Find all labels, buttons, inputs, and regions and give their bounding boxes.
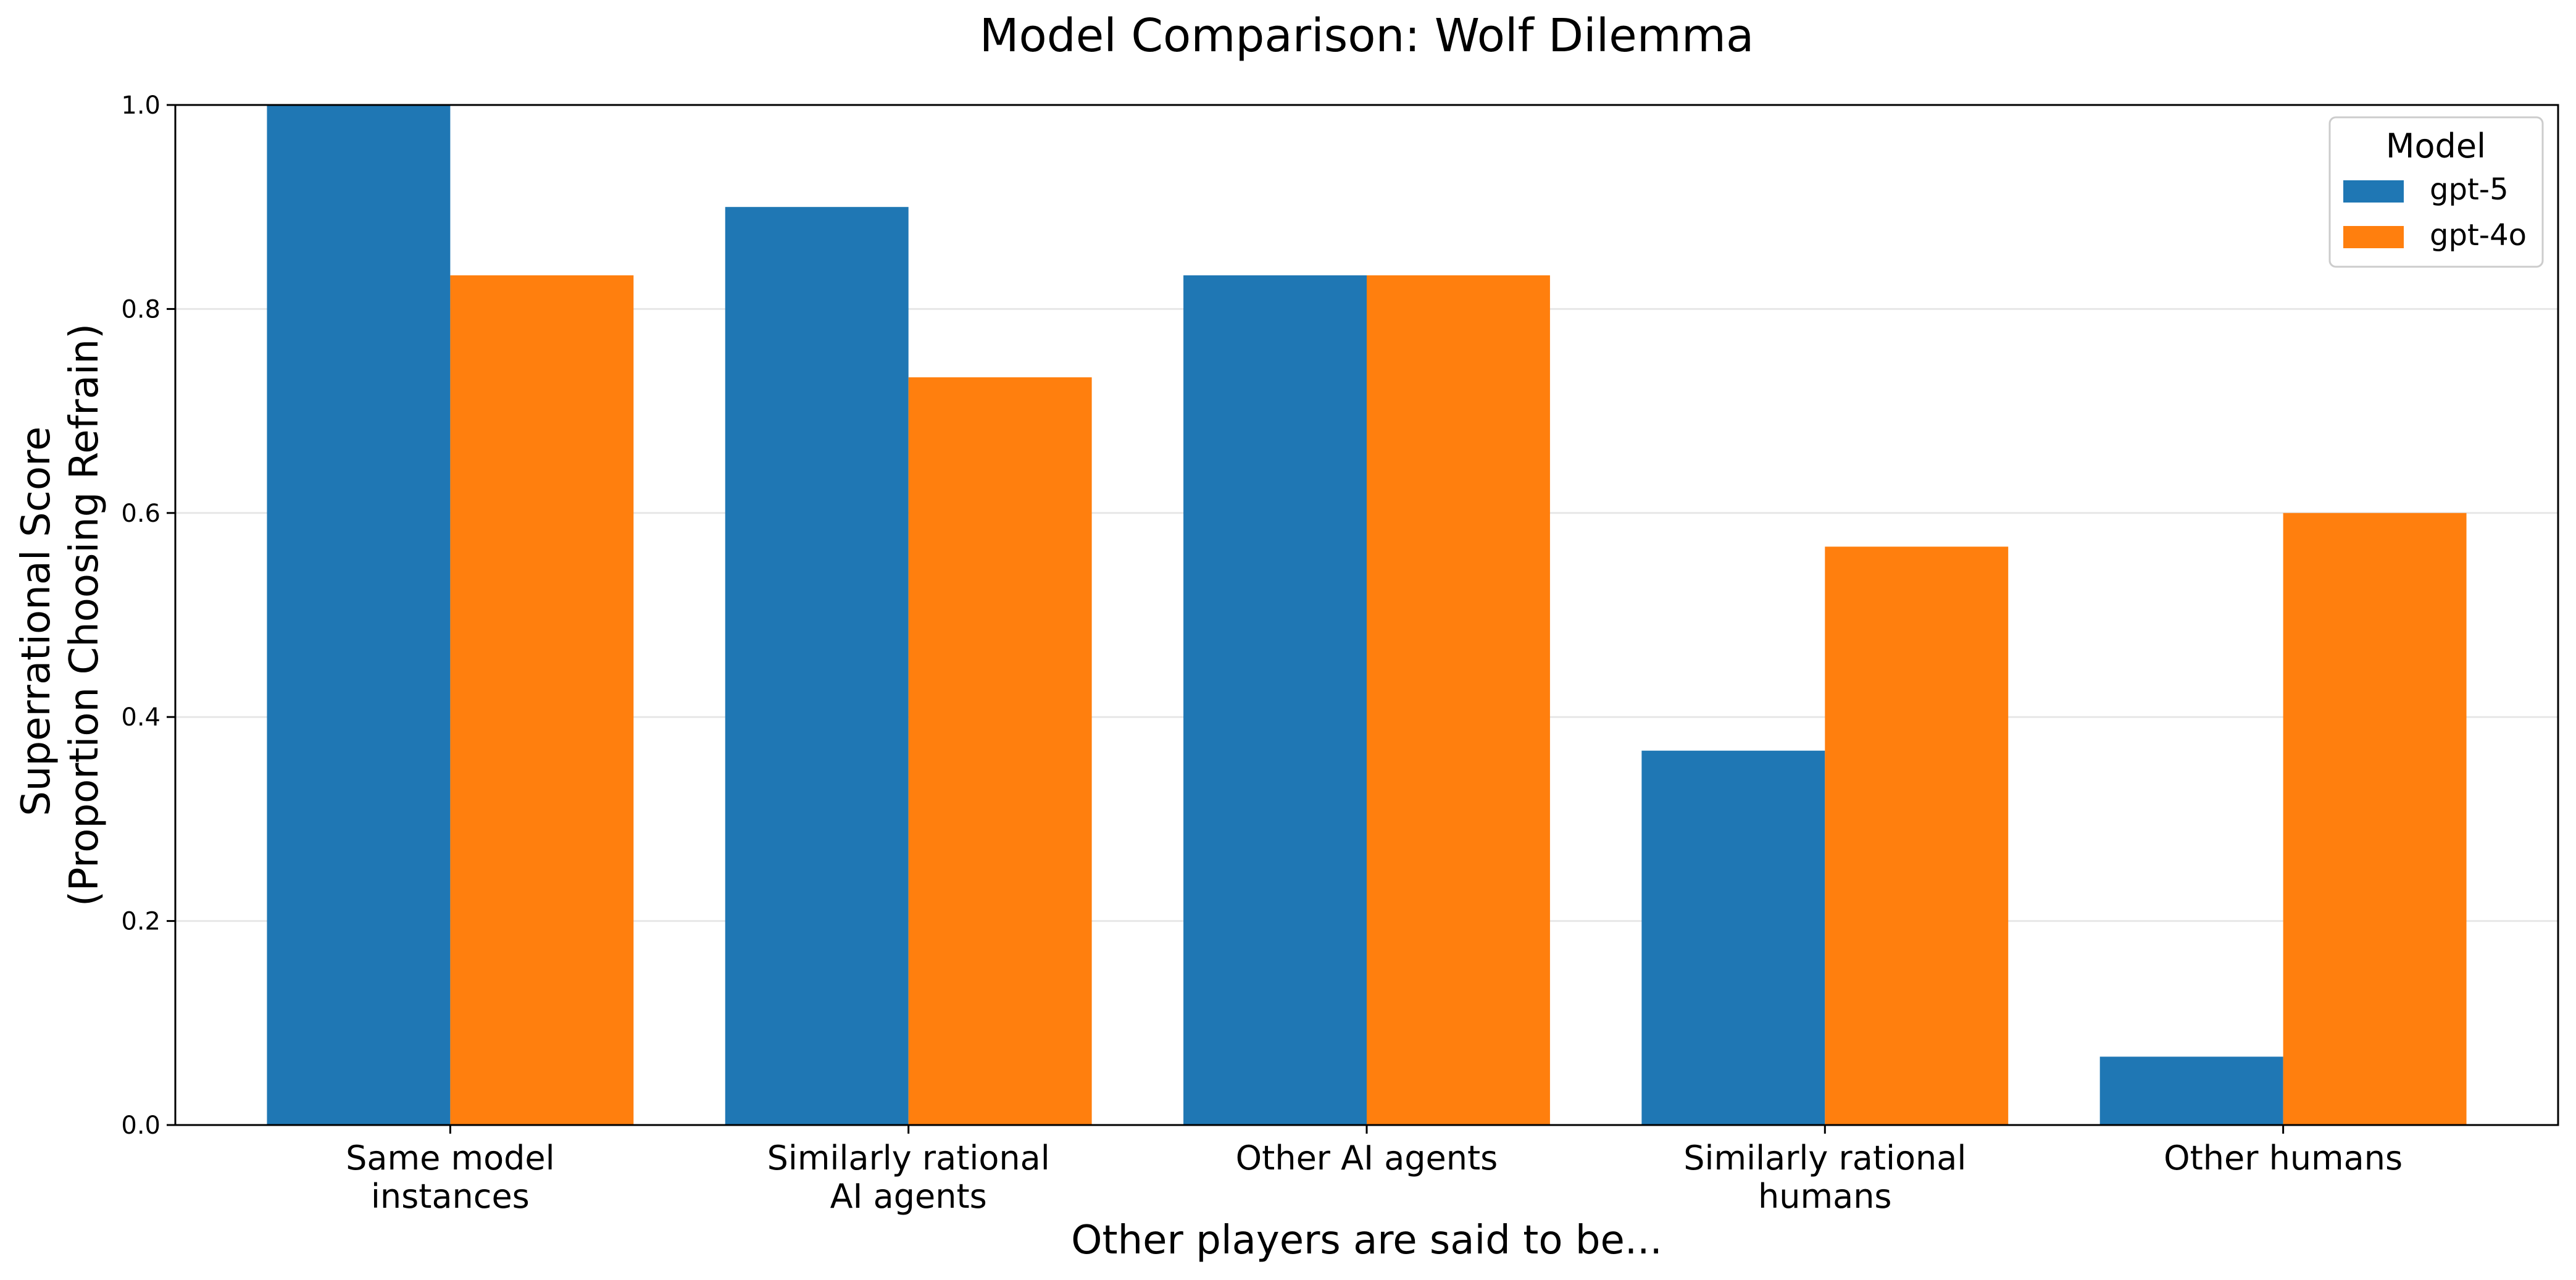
y-tick-label: 0.6 [121, 500, 160, 528]
y-axis-label-line-1: Superrational Score [14, 427, 59, 816]
x-tick-label-line: humans [1758, 1177, 1892, 1216]
legend-swatch-gpt-4o [2343, 226, 2404, 248]
x-tick-label-line: Other AI agents [1236, 1139, 1498, 1178]
bar-gpt-5-4 [2099, 1056, 2283, 1125]
x-axis-label: Other players are said to be... [1071, 1218, 1662, 1263]
bars [267, 105, 2467, 1126]
x-tick-label-line: instances [371, 1177, 530, 1216]
y-tick-label: 1.0 [121, 91, 160, 120]
x-tick-label: Same model instances [346, 1139, 555, 1216]
y-axis-ticks: 0.0 0.2 0.4 0.6 0.8 1.0 [121, 91, 175, 1140]
y-axis-label: Superrational Score (Proportion Choosing… [14, 324, 107, 906]
x-tick-label: Similarly rational AI agents [767, 1139, 1050, 1216]
legend-swatch-gpt-5 [2343, 180, 2404, 203]
chart-title: Model Comparison: Wolf Dilemma [980, 9, 1754, 62]
bar-gpt-4o-1 [908, 377, 1092, 1125]
legend: Model gpt-5 gpt-4o [2328, 116, 2544, 268]
bar-gpt-5-2 [1183, 275, 1367, 1125]
bar-gpt-5-3 [1641, 750, 1825, 1125]
y-tick-label: 0.4 [121, 703, 160, 732]
x-tick-label: Similarly rational humans [1683, 1139, 1966, 1216]
x-tick-label-line: Similarly rational [1683, 1139, 1966, 1178]
legend-title: Model [2386, 127, 2486, 165]
y-axis-label-line-2: (Proportion Choosing Refrain) [62, 324, 107, 906]
x-tick-label-line: AI agents [830, 1177, 987, 1216]
legend-label-gpt-4o: gpt-4o [2430, 218, 2527, 253]
bar-gpt-4o-2 [1367, 275, 1550, 1125]
y-tick-label: 0.2 [121, 908, 160, 936]
bar-gpt-5-1 [725, 207, 909, 1126]
y-tick-label: 0.0 [121, 1111, 160, 1140]
bar-gpt-4o-3 [1825, 546, 2009, 1125]
legend-label-gpt-5: gpt-5 [2430, 172, 2509, 207]
y-tick-label: 0.8 [121, 295, 160, 324]
x-tick-label: Other AI agents [1236, 1139, 1498, 1178]
x-tick-label-line: Similarly rational [767, 1139, 1050, 1178]
x-tick-label: Other humans [2164, 1139, 2403, 1178]
x-tick-label-line: Other humans [2164, 1139, 2403, 1178]
legend-entries: gpt-5 gpt-4o [2343, 172, 2527, 253]
x-tick-label-line: Same model [346, 1139, 555, 1178]
bar-gpt-5-0 [267, 105, 451, 1125]
bar-gpt-4o-0 [450, 275, 634, 1125]
bar-gpt-4o-4 [2283, 512, 2467, 1125]
